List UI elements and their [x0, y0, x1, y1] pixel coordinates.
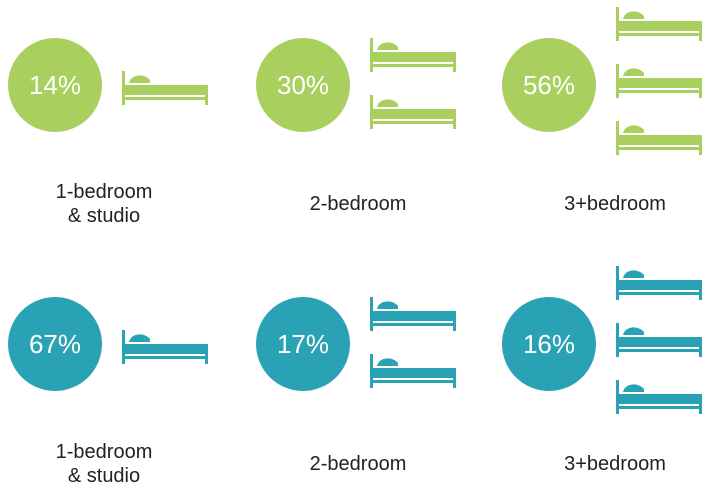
- label-line-1: 3+bedroom: [564, 453, 666, 475]
- bed-icon: [616, 121, 702, 155]
- bed-icon: [616, 380, 702, 414]
- percent-circle: 56%: [502, 38, 596, 132]
- label-line-1: 1-bedroom: [55, 181, 153, 203]
- bed-icon: [616, 7, 702, 41]
- bed-icon: [370, 38, 456, 72]
- label-line-1: 3+bedroom: [564, 193, 666, 215]
- bedroom-type-label: 1-bedroom & studio: [14, 180, 194, 228]
- bed-icon: [370, 297, 456, 331]
- bed-icon: [122, 71, 208, 105]
- bedroom-type-label: 3+bedroom: [525, 452, 705, 476]
- bedroom-type-label: 1-bedroom & studio: [14, 440, 194, 488]
- bed-icon: [122, 330, 208, 364]
- label-line-1: 1-bedroom: [55, 441, 153, 463]
- percent-circle: 17%: [256, 297, 350, 391]
- percent-circle: 30%: [256, 38, 350, 132]
- bedroom-type-label: 2-bedroom: [268, 192, 448, 216]
- label-line-2: & studio: [67, 205, 141, 227]
- label-line-2: & studio: [67, 465, 141, 487]
- label-line-1: 2-bedroom: [309, 453, 407, 475]
- bed-icon: [616, 323, 702, 357]
- bedroom-type-label: 3+bedroom: [525, 192, 705, 216]
- bed-icon: [616, 64, 702, 98]
- percent-circle: 16%: [502, 297, 596, 391]
- bed-icon: [370, 354, 456, 388]
- label-line-1: 2-bedroom: [309, 193, 407, 215]
- percent-circle: 67%: [8, 297, 102, 391]
- percent-circle: 14%: [8, 38, 102, 132]
- bed-icon: [370, 95, 456, 129]
- bedroom-type-label: 2-bedroom: [268, 452, 448, 476]
- bed-icon: [616, 266, 702, 300]
